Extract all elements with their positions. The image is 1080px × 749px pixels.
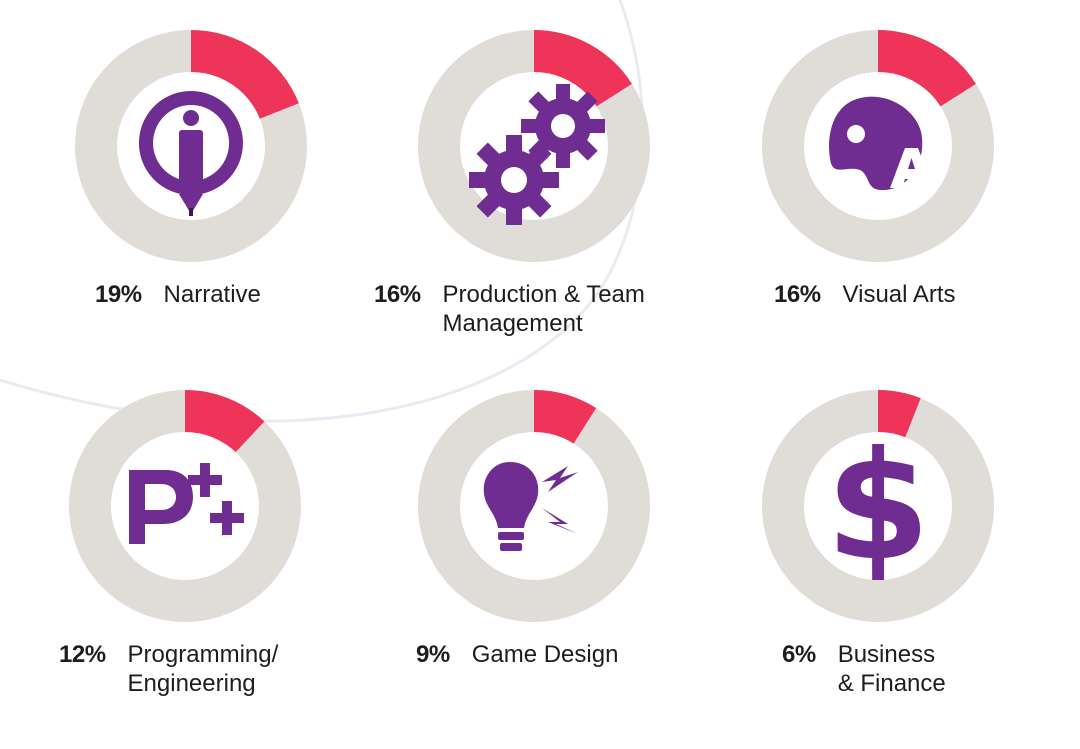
donut-chart [418, 30, 650, 262]
category-label-line: Business [837, 641, 936, 668]
category-production-team-management: 16% Production & Team Management [374, 30, 738, 360]
dollar-icon: $ [826, 420, 930, 594]
category-caption: 9% Game Design [416, 640, 618, 669]
donut-svg [75, 30, 307, 262]
category-label: Narrative [164, 280, 261, 309]
category-caption: 6% Business & Finance [782, 640, 946, 698]
category-label: Business & Finance [838, 640, 946, 698]
percent-label: 16% [374, 281, 421, 308]
donut-svg [418, 30, 650, 262]
category-label-line: Game Design [471, 641, 619, 668]
donut-hole [804, 432, 952, 580]
category-caption: 16% Production & Team Management [374, 280, 645, 338]
donut-svg [69, 390, 301, 622]
percent-label: 9% [416, 641, 450, 668]
category-visual-arts: 16% Visual Arts [762, 30, 1080, 360]
donut-chart [75, 30, 307, 262]
category-label: Programming/ Engineering [128, 640, 279, 698]
category-programming-engineering: 12% Programming/ Engineering [59, 390, 389, 720]
percent-label: 6% [782, 641, 816, 668]
svg-text:$: $ [826, 420, 930, 594]
category-label-line: Engineering [127, 670, 256, 697]
category-label-line: Narrative [163, 281, 261, 308]
donut-chart [418, 390, 650, 622]
category-caption: 12% Programming/ Engineering [59, 640, 278, 698]
category-business-finance: $ 6% Business & Finance [762, 390, 1080, 720]
gears-icon [469, 84, 605, 225]
donut-svg [762, 30, 994, 262]
donut-svg [418, 390, 650, 622]
percent-label: 16% [774, 281, 821, 308]
category-label-line: & Finance [837, 670, 946, 697]
category-caption: 19% Narrative [95, 280, 261, 309]
donut-svg: $ [762, 390, 994, 622]
category-label-line: Programming/ [127, 641, 279, 668]
percent-label: 19% [95, 281, 142, 308]
percent-label: 12% [59, 641, 106, 668]
category-label-line: Production & Team [442, 281, 645, 308]
lightbulb-icon [483, 462, 578, 551]
donut-hole [460, 432, 608, 580]
category-label: Game Design [472, 640, 619, 669]
category-caption: 16% Visual Arts [774, 280, 956, 309]
code-plus-plus-icon [129, 463, 244, 544]
category-narrative: 19% Narrative [75, 30, 395, 360]
category-label-line: Visual Arts [842, 281, 956, 308]
palette-icon [829, 96, 933, 191]
donut-chart: $ [762, 390, 994, 622]
category-label: Visual Arts [843, 280, 956, 309]
donut-chart [762, 30, 994, 262]
pencil-circle-icon [138, 91, 243, 216]
category-label: Production & Team Management [443, 280, 645, 338]
donut-chart [69, 390, 301, 622]
category-label-line: Management [442, 310, 583, 337]
category-game-design: 9% Game Design [416, 390, 738, 720]
